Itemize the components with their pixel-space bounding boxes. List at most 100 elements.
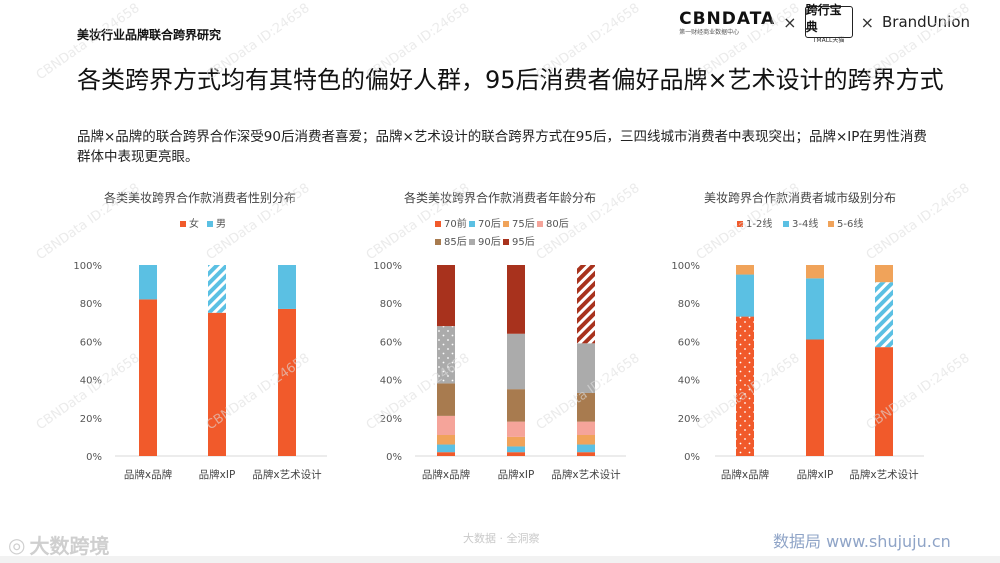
legend-swatch bbox=[503, 239, 509, 245]
legend-label: 80后 bbox=[546, 218, 569, 230]
watermark-text: CBNData ID:24658 bbox=[694, 1, 803, 84]
footer-brand: ◎ 大数跨境 bbox=[8, 530, 109, 559]
y-tick-label: 60% bbox=[380, 337, 402, 348]
watermark-text: CBNData ID:24658 bbox=[864, 1, 973, 84]
legend-swatch bbox=[207, 221, 213, 227]
legend-swatch bbox=[435, 221, 441, 227]
tmall-logo-text: 跨行宝典 bbox=[805, 2, 842, 34]
partner-logos: CBNDATA 第一财经商业数据中心 × 跨行宝典 TMALL天猫 × Bran… bbox=[679, 3, 970, 44]
bar-segment bbox=[736, 265, 754, 275]
brand-mark-icon: ◎ bbox=[8, 532, 26, 557]
bar-segment bbox=[437, 452, 455, 456]
bar-segment bbox=[577, 343, 595, 393]
bar-segment bbox=[806, 339, 824, 456]
cbndata-logo-subtext: 第一财经商业数据中心 bbox=[679, 28, 740, 36]
brandunion-logo: BrandUnion bbox=[881, 13, 970, 31]
x-tick-label: 品牌x艺术设计 bbox=[252, 468, 322, 481]
bar-segment bbox=[437, 383, 455, 416]
legend-label: 3-4线 bbox=[792, 217, 818, 230]
x-tick-label: 品牌xIP bbox=[498, 468, 535, 481]
y-tick-label: 40% bbox=[678, 376, 700, 387]
bar-segment bbox=[577, 265, 595, 344]
bar-segment bbox=[437, 265, 455, 327]
bar-segment bbox=[736, 316, 754, 456]
bar-segment bbox=[507, 436, 525, 447]
legend-label: 女 bbox=[189, 217, 199, 230]
y-tick-label: 100% bbox=[373, 261, 402, 272]
bar-segment bbox=[507, 421, 525, 437]
bar-segment bbox=[806, 278, 824, 340]
legend-label: 70后 bbox=[478, 218, 501, 230]
legend-label: 90后 bbox=[478, 236, 501, 248]
watermark-text: CBNData ID:24658 bbox=[34, 1, 143, 84]
legend-swatch bbox=[828, 221, 834, 227]
bar-segment bbox=[208, 265, 226, 313]
x-tick-label: 品牌x艺术设计 bbox=[849, 468, 919, 481]
bar-segment bbox=[577, 434, 595, 445]
legend-label: 5-6线 bbox=[837, 217, 863, 230]
bottom-bar bbox=[0, 556, 1000, 563]
legend-swatch bbox=[435, 239, 441, 245]
legend-swatch bbox=[503, 221, 509, 227]
y-tick-label: 60% bbox=[80, 337, 102, 348]
legend-swatch bbox=[537, 221, 543, 227]
bar-segment bbox=[875, 347, 893, 456]
bar-segment bbox=[278, 265, 296, 309]
times-icon-2: × bbox=[860, 12, 874, 32]
watermark-text: CBNData ID:24658 bbox=[34, 181, 143, 264]
footer-slogan: 大数据 · 全洞察 bbox=[463, 532, 540, 545]
bar-segment bbox=[437, 434, 455, 445]
watermark-text: CBNData ID:24658 bbox=[534, 1, 643, 84]
cbndata-logo: CBNDATA 第一财经商业数据中心 bbox=[679, 9, 775, 36]
watermark-text: CBNData ID:24658 bbox=[204, 1, 313, 84]
bar-segment bbox=[507, 389, 525, 422]
y-tick-label: 0% bbox=[386, 452, 402, 463]
y-tick-label: 100% bbox=[671, 261, 700, 272]
times-icon: × bbox=[783, 12, 797, 32]
y-tick-label: 0% bbox=[684, 452, 700, 463]
bar-segment bbox=[507, 333, 525, 390]
tmall-logo-subtext: TMALL天猫 bbox=[812, 36, 845, 44]
x-tick-label: 品牌x品牌 bbox=[124, 468, 173, 481]
bar-segment bbox=[875, 282, 893, 348]
watermark-text: CBNData ID:24658 bbox=[364, 351, 473, 434]
bar-segment bbox=[437, 444, 455, 453]
legend-swatch bbox=[469, 221, 475, 227]
y-tick-label: 20% bbox=[380, 414, 402, 425]
chart-title: 美妆跨界合作款消费者城市级别分布 bbox=[704, 190, 896, 205]
bar-segment bbox=[577, 392, 595, 422]
watermark-text: CBNData ID:24658 bbox=[364, 1, 473, 84]
bar-segment bbox=[507, 452, 525, 456]
legend-swatch bbox=[737, 221, 743, 227]
bar-segment bbox=[736, 274, 754, 317]
report-title: 美妆行业品牌联合跨界研究 bbox=[77, 28, 222, 42]
bar-segment bbox=[577, 452, 595, 456]
legend-swatch bbox=[469, 239, 475, 245]
bar-segment bbox=[208, 312, 226, 456]
bar-segment bbox=[139, 299, 157, 456]
legend-label: 75后 bbox=[512, 218, 535, 230]
bar-segment bbox=[507, 265, 525, 334]
legend-label: 85后 bbox=[444, 236, 467, 248]
page-title: 各类跨界方式均有其特色的偏好人群，95后消费者偏好品牌×艺术设计的跨界方式 bbox=[77, 66, 944, 94]
bar-segment bbox=[577, 444, 595, 453]
y-tick-label: 0% bbox=[86, 452, 102, 463]
legend-swatch bbox=[783, 221, 789, 227]
bar-segment bbox=[875, 265, 893, 283]
x-tick-label: 品牌x艺术设计 bbox=[551, 468, 621, 481]
y-tick-label: 40% bbox=[80, 376, 102, 387]
y-tick-label: 20% bbox=[678, 414, 700, 425]
bar-segment bbox=[806, 265, 824, 279]
bar-segment bbox=[577, 421, 595, 435]
bar-segment bbox=[437, 415, 455, 435]
chart-title: 各类美妆跨界合作款消费者年龄分布 bbox=[404, 190, 596, 205]
y-tick-label: 60% bbox=[678, 337, 700, 348]
legend-swatch bbox=[180, 221, 186, 227]
y-tick-label: 80% bbox=[380, 299, 402, 310]
y-tick-label: 80% bbox=[678, 299, 700, 310]
bar-segment bbox=[278, 308, 296, 456]
chart-title: 各类美妆跨界合作款消费者性别分布 bbox=[104, 190, 296, 205]
footer-brand-text: 大数跨境 bbox=[29, 534, 110, 558]
